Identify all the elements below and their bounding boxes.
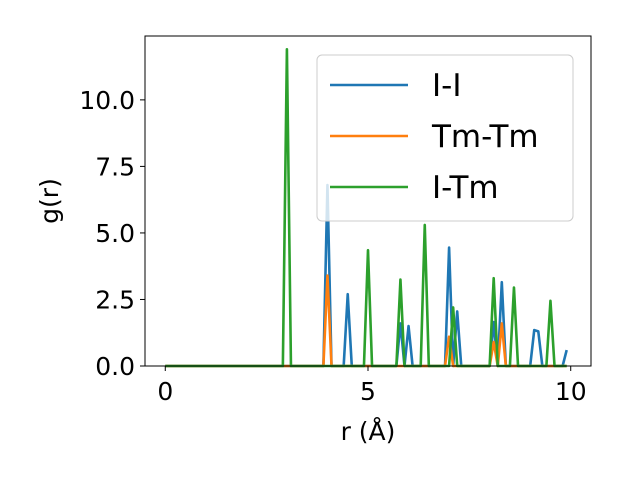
y-tick-label: 0.0 [95,352,135,381]
x-tick-label: 5 [360,377,376,406]
y-tick-label: 5.0 [95,219,135,248]
legend-label-2: I-Tm [432,170,499,206]
y-axis-ticks: 0.0 2.5 5.0 7.5 10.0 [79,86,145,381]
legend-box [316,54,574,222]
legend: I-I Tm-Tm I-Tm [316,54,574,222]
y-tick-label: 7.5 [95,152,135,181]
legend-label-0: I-I [432,68,461,104]
legend-label-1: Tm-Tm [431,119,539,155]
x-tick-label: 10 [555,377,587,406]
y-tick-label: 10.0 [79,86,135,115]
y-axis-label: g(r) [35,178,64,224]
x-tick-label: 0 [157,377,173,406]
x-axis-label: r (Å) [341,417,396,446]
x-axis-ticks: 0 5 10 [157,366,587,406]
y-tick-label: 2.5 [95,285,135,314]
